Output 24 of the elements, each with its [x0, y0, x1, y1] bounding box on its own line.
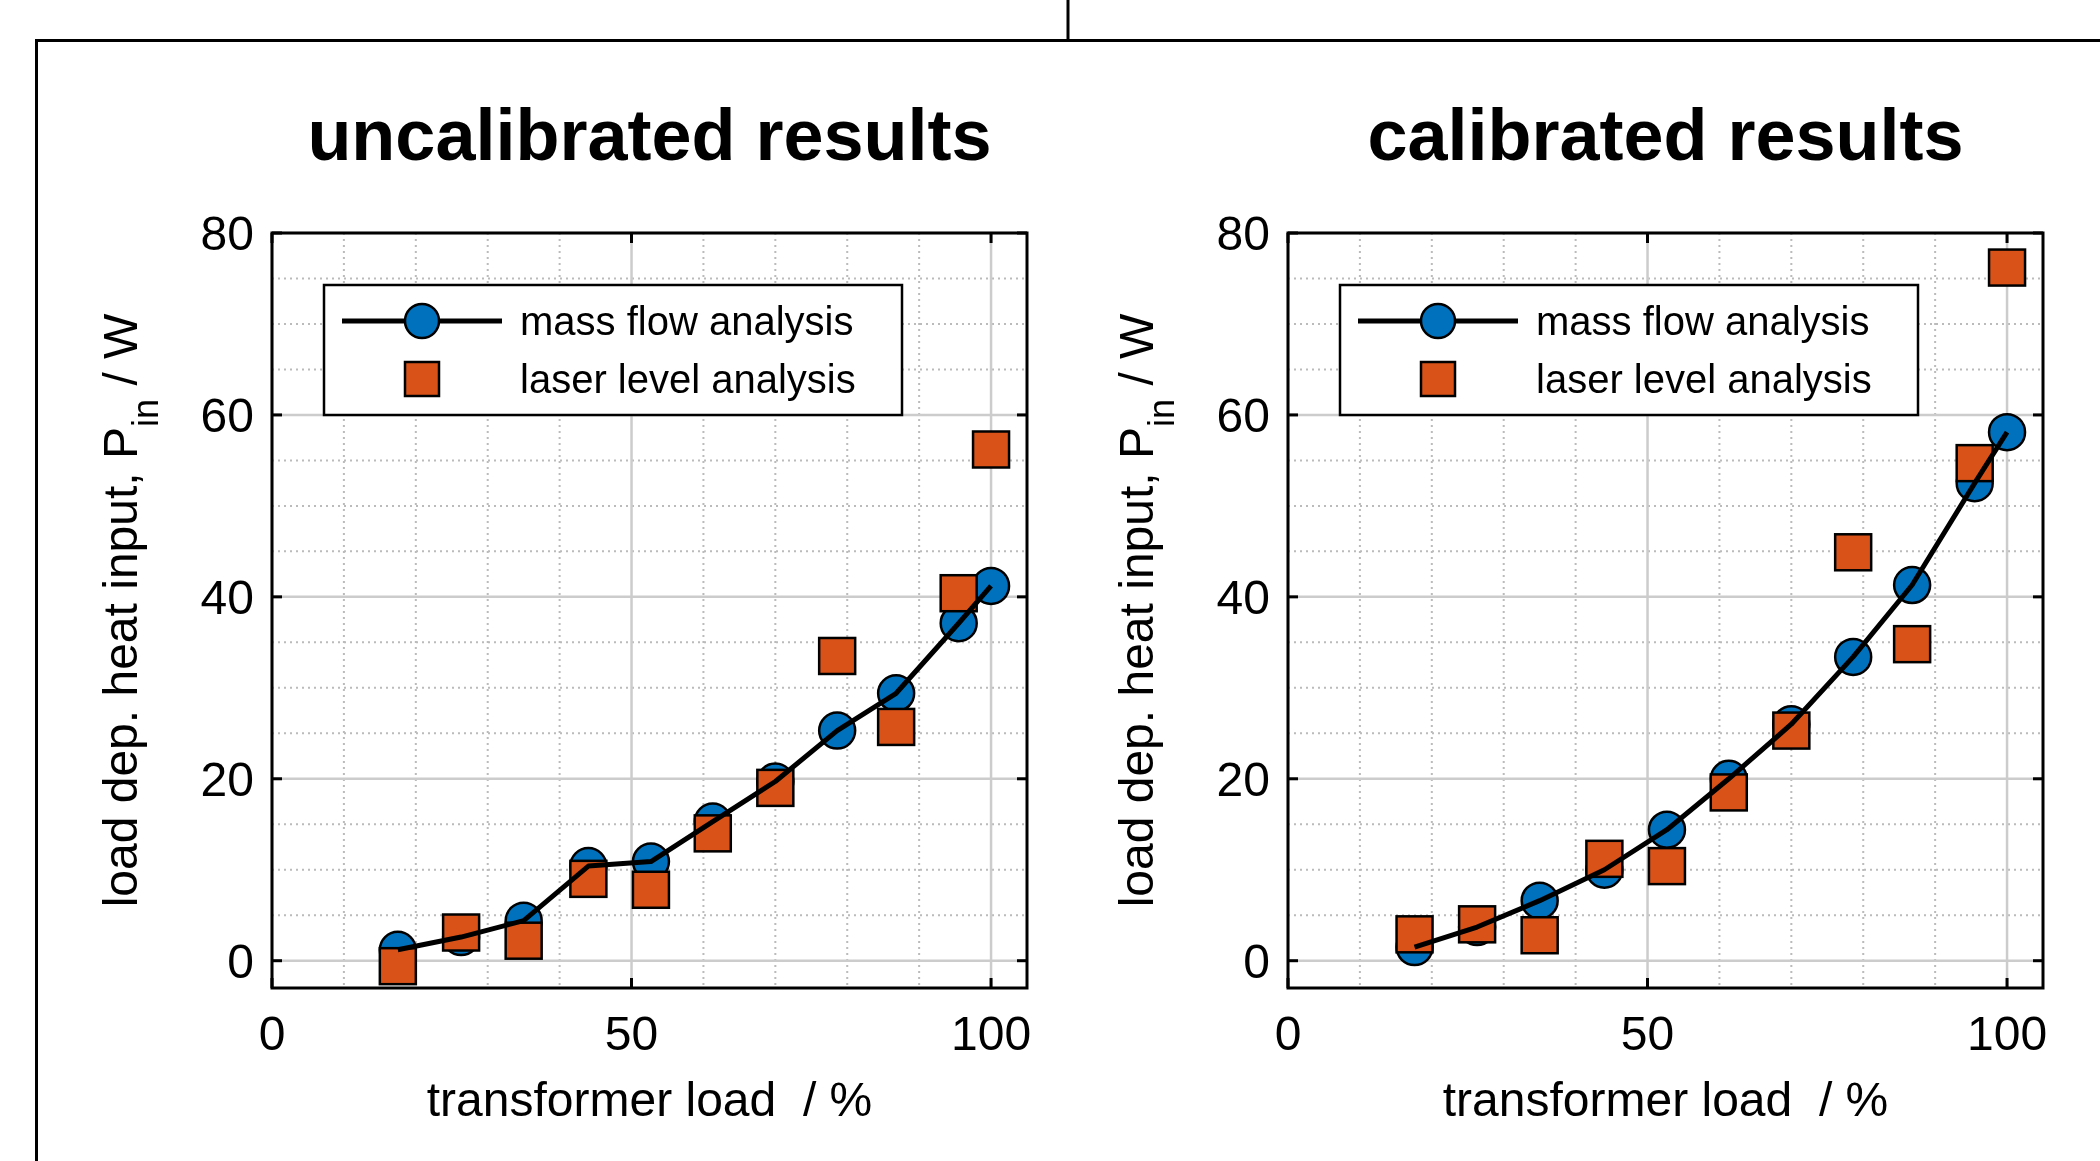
- y-tick-label: 20: [1216, 752, 1270, 806]
- y-tick-label: 0: [227, 934, 254, 988]
- x-tick-label: 50: [604, 1007, 659, 1060]
- x-tick-label: 100: [1967, 1007, 2048, 1060]
- legend-label: mass flow analysis: [1536, 299, 1870, 343]
- legend-label: laser level analysis: [1536, 357, 1872, 401]
- x-axis-title: transformer load / %: [1442, 1073, 1889, 1126]
- chart-title: uncalibrated results: [307, 95, 992, 175]
- y-tick-label: 60: [1216, 388, 1270, 442]
- legend-label: mass flow analysis: [520, 299, 854, 343]
- y-tick-label: 80: [1216, 206, 1270, 260]
- y-tick-label: 60: [200, 388, 254, 442]
- x-tick-label: 0: [1274, 1007, 1302, 1060]
- x-tick-label: 50: [1620, 1007, 1675, 1060]
- x-tick-label: 100: [951, 1007, 1032, 1060]
- y-tick-label: 20: [200, 752, 254, 806]
- x-tick-label: 0: [258, 1007, 286, 1060]
- y-tick-label: 40: [200, 570, 254, 624]
- legend-label: laser level analysis: [520, 357, 856, 401]
- x-axis-title: transformer load / %: [426, 1073, 873, 1126]
- y-tick-label: 80: [200, 206, 254, 260]
- y-tick-label: 0: [1243, 934, 1270, 988]
- y-tick-label: 40: [1216, 570, 1270, 624]
- chart-title: calibrated results: [1367, 95, 1964, 175]
